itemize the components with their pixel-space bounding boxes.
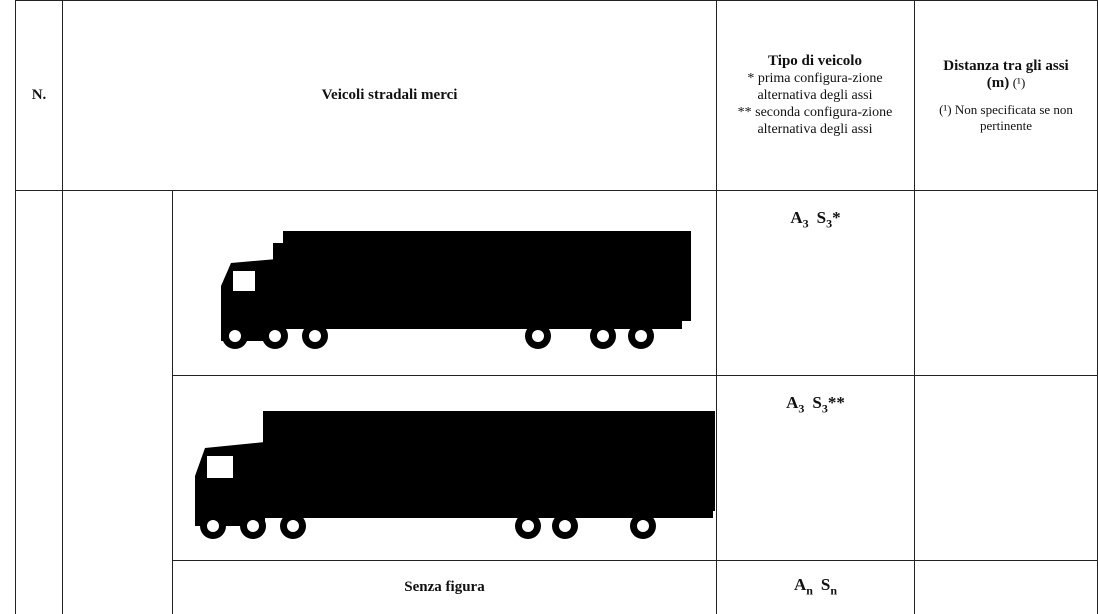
header-type-first: * prima configura-zione alternativa degl… (747, 71, 883, 103)
axle-letter: A (793, 574, 807, 594)
axle-count: n (806, 583, 813, 598)
header-type: Tipo di veicolo * prima configura-zione … (720, 1, 910, 190)
axle-letter: S (820, 574, 831, 594)
border (15, 0, 1098, 1)
axle-code: S3** (812, 394, 844, 417)
axle-count: 3 (798, 401, 805, 416)
axle-count: 3 (821, 401, 828, 416)
header-distance: Distanza tra gli assi (m) (¹) (¹) Non sp… (918, 1, 1094, 190)
truck-image (221, 231, 691, 349)
configuration-mark: * (832, 208, 841, 228)
border (172, 560, 1098, 561)
vehicle-type: An Sn (717, 561, 914, 614)
header-vehicles: Veicoli stradali merci (321, 87, 458, 103)
truck-image (195, 411, 715, 539)
border (716, 0, 717, 614)
header-type-title: Tipo di veicolo (768, 53, 862, 69)
header-distance-unit: (m) (986, 74, 1010, 91)
configuration-mark: ** (827, 393, 845, 413)
axle-count: n (830, 583, 838, 598)
row-label: Senza figura (404, 579, 485, 595)
note-ref: (¹) (1012, 74, 1026, 90)
border (914, 0, 915, 614)
axle-letter: S (816, 208, 827, 228)
border (62, 0, 63, 614)
border (172, 190, 173, 614)
axle-code: A3 (790, 209, 808, 232)
header-type-second: ** seconda configura-zione alternativa d… (737, 105, 893, 137)
axle-code: A3 (786, 394, 804, 417)
header-distance-note: (¹) Non specificata se non pertinente (939, 101, 1073, 133)
axle-letter: A (790, 208, 803, 228)
axle-count: 3 (826, 216, 833, 231)
axle-letter: S (812, 393, 822, 413)
axle-code: S3* (817, 209, 841, 232)
border (172, 375, 1098, 376)
header-distance-title: Distanza tra gli assi (943, 57, 1069, 74)
axle-letter: A (786, 393, 799, 413)
border (15, 0, 16, 614)
header-number: N. (31, 87, 47, 103)
axle-code: An (794, 576, 813, 599)
vehicle-type: A3 S3* (717, 191, 914, 251)
axle-code: Sn (821, 576, 837, 599)
axle-count: 3 (802, 216, 809, 231)
vehicle-type: A3 S3** (717, 376, 914, 436)
border (15, 190, 1098, 191)
